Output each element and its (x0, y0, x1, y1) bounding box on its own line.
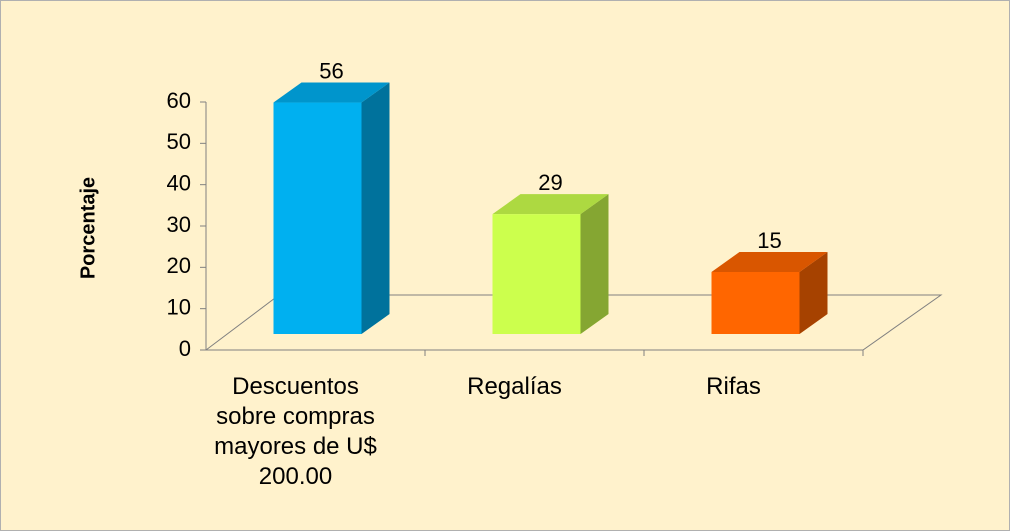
bar-side (799, 252, 828, 334)
y-tick-label: 50 (167, 129, 191, 154)
bar-top (273, 82, 390, 103)
bar-front (273, 102, 362, 335)
y-tick-label: 60 (167, 88, 191, 113)
y-axis-label: Porcentaje (77, 177, 99, 279)
bar-top (711, 252, 828, 272)
bar-side (580, 194, 609, 334)
bar (492, 194, 609, 334)
bar (711, 252, 828, 334)
value-label: 56 (319, 58, 343, 83)
value-label: 29 (538, 170, 562, 195)
x-tick-label: Descuentos sobre compras mayores de U$ 2… (214, 373, 377, 490)
x-tick-label: Regalías (467, 373, 562, 400)
y-tick-label: 20 (167, 253, 191, 278)
bar-top-shade (492, 194, 609, 215)
bar-top-shade (711, 252, 828, 272)
y-tick-label: 40 (167, 170, 191, 195)
bar-side (361, 82, 390, 335)
bar-side-shade (799, 252, 828, 334)
bar-top-shade (273, 82, 390, 103)
x-tick-label: Rifas (706, 373, 761, 400)
y-tick-label: 10 (167, 294, 191, 319)
bar-front (492, 214, 581, 334)
bar-front (711, 272, 800, 334)
bar (273, 82, 390, 335)
bar-side-shade (580, 194, 609, 334)
bar-side-shade (361, 82, 390, 335)
y-tick-label: 30 (167, 212, 191, 237)
value-label: 15 (757, 228, 781, 253)
bar-top (492, 194, 609, 215)
y-tick-label: 0 (179, 336, 191, 361)
